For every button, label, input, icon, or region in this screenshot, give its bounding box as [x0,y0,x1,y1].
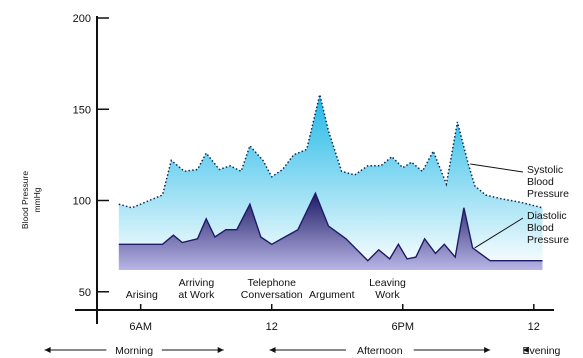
y-tick-label: 150 [73,104,91,116]
y-axis-title-line2: mmHg [32,187,42,212]
areas-layer [118,94,543,270]
event-label: Conversation [241,289,303,301]
y-tick-label: 50 [79,287,91,299]
diastolic-label: Pressure [527,234,569,246]
period-label: Afternoon [357,345,403,357]
x-tick-label: 6AM [129,321,152,333]
systolic-line [118,94,543,209]
period-label: Morning [115,345,153,357]
y-axis-title-line1: Blood Pressure [20,171,30,229]
systolic-leader [470,163,524,173]
period-arrowhead [44,347,51,353]
x-tick-label: 6PM [391,321,414,333]
systolic-area [118,94,543,270]
x-tick-label: 12 [266,321,278,333]
axes-layer: 50 100 150 200 6AM 12 6PM 12 [73,13,554,333]
event-label: Arising [126,289,158,301]
diastolic-label: Diastolic [527,210,567,222]
period-label: Evening [522,345,560,357]
period-arrowhead [217,347,224,353]
diastolic-line [118,191,543,262]
event-label: Leaving [369,277,406,289]
event-label: Work [375,289,400,301]
systolic-label: Pressure [527,188,569,200]
y-tick-label: 100 [73,196,91,208]
systolic-label: Blood [527,176,554,188]
diastolic-label: Blood [527,222,554,234]
event-label: Telephone [247,277,296,289]
x-tick-label: 12 [528,321,540,333]
period-arrowhead [484,347,491,353]
diastolic-leader [474,217,524,249]
systolic-label: Systolic [527,164,563,176]
period-arrowhead [522,347,529,353]
event-label: at Work [178,289,215,301]
y-tick-label: 200 [73,13,91,25]
event-label: Argument [309,289,355,301]
diastolic-area [118,193,543,270]
period-arrowhead [269,347,276,353]
event-label: Arriving [179,277,215,289]
